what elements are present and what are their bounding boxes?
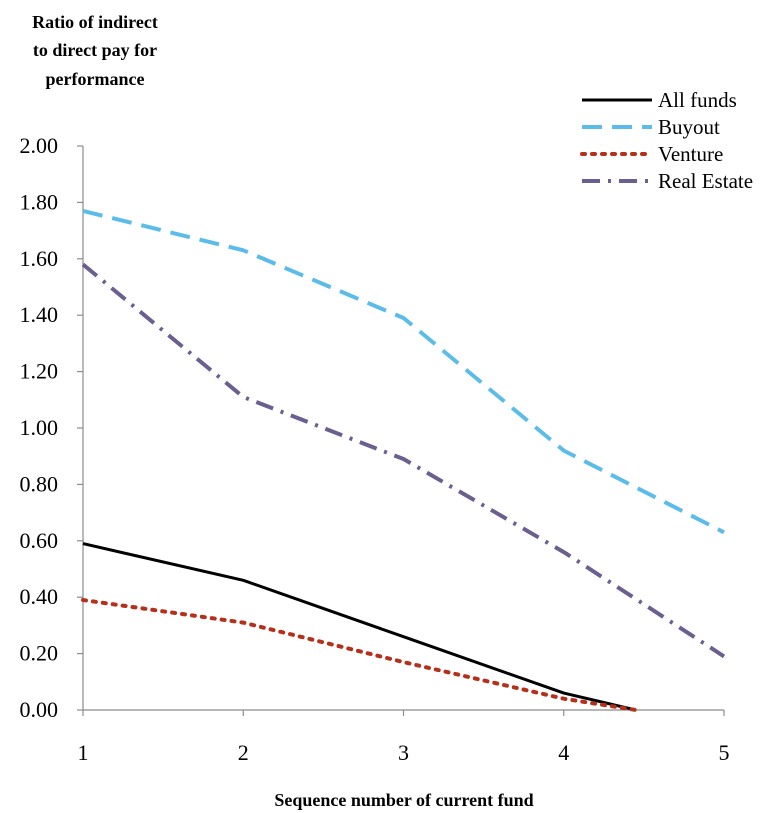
y-tick-label: 0.00 [20, 697, 59, 722]
legend-label: Real Estate [658, 169, 753, 193]
y-tick-label: 0.40 [20, 584, 59, 609]
x-tick-label: 5 [719, 740, 730, 765]
y-tick-label: 1.00 [20, 415, 59, 440]
series-line-real-estate [81, 262, 726, 659]
legend: All funds Buyout Venture Real Estate [580, 88, 753, 193]
series-line-venture [81, 598, 638, 712]
y-axis-title-line-3: performance [46, 69, 145, 89]
series-line-buyout [82, 208, 725, 535]
y-axis-title-line-2: to direct pay for [33, 40, 157, 60]
y-tick-label: 1.20 [20, 359, 59, 384]
series-line-all-funds [82, 542, 637, 712]
y-axis-title-line-1: Ratio of indirect [32, 12, 158, 32]
y-tick-label: 1.60 [20, 246, 59, 271]
y-tick-label: 1.40 [20, 302, 59, 327]
x-axis-ticks: 1 2 3 4 5 [78, 710, 730, 765]
y-tick-label: 0.80 [20, 471, 59, 496]
x-tick-label: 2 [238, 740, 249, 765]
series-lines [81, 208, 726, 712]
x-tick-label: 1 [78, 740, 89, 765]
legend-label: Venture [658, 142, 723, 166]
legend-label: Buyout [658, 115, 720, 139]
y-tick-label: 2.00 [20, 133, 59, 158]
y-axis-ticks: 0.00 0.20 0.40 0.60 0.80 1.00 1.20 1.40 1.60 1.80… [20, 133, 83, 722]
y-tick-label: 0.60 [20, 528, 59, 553]
y-tick-label: 0.20 [20, 641, 59, 666]
x-axis-title: Sequence number of current fund [274, 790, 533, 810]
y-axis-title: Ratio of indirect to direct pay for perf… [32, 12, 158, 89]
legend-label: All funds [658, 88, 737, 112]
x-tick-label: 3 [398, 740, 409, 765]
y-tick-label: 1.80 [20, 189, 59, 214]
x-tick-label: 4 [558, 740, 569, 765]
